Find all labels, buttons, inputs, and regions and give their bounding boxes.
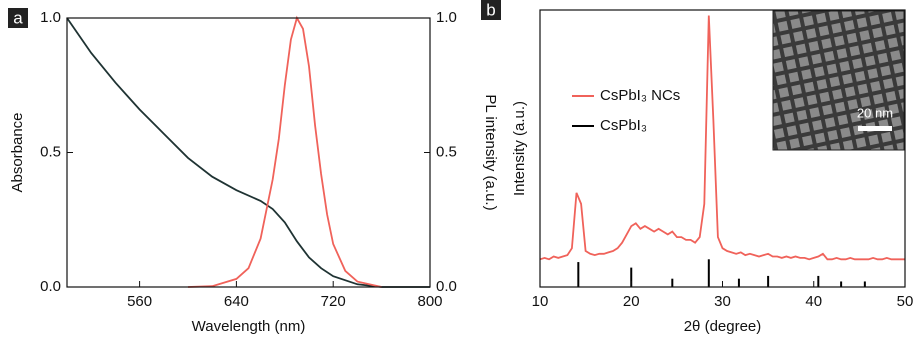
- panel-label: b: [486, 0, 495, 19]
- x-tick-label: 50: [897, 293, 914, 310]
- y2-tick-label: 1.0: [436, 9, 457, 26]
- scale-bar-label: 20 nm: [857, 105, 893, 120]
- y-tick-label: 1.0: [40, 9, 61, 26]
- x-tick-label: 720: [321, 293, 346, 310]
- y-tick-label: 0.0: [40, 278, 61, 295]
- x-tick-label: 560: [127, 293, 152, 310]
- data-line: [67, 18, 430, 287]
- legend-label: CsPbI₃: [600, 117, 647, 134]
- x-tick-label: 20: [623, 293, 640, 310]
- legend-label: CsPbI₃ NCs: [600, 87, 680, 104]
- y-axis-label: Intensity (a.u.): [511, 101, 528, 196]
- x-axis-label: 2θ (degree): [684, 318, 762, 335]
- y2-tick-label: 0.5: [436, 143, 457, 160]
- x-tick-label: 640: [224, 293, 249, 310]
- figure: 20 nm 5606407208000.00.51.00.00.51.0Wave…: [0, 0, 920, 345]
- x-tick-label: 40: [805, 293, 822, 310]
- x-tick-label: 10: [532, 293, 549, 310]
- y2-axis-label: PL intensity (a.u.): [482, 94, 499, 210]
- panel-label: a: [13, 8, 23, 27]
- y-axis-label: Absorbance: [9, 112, 26, 192]
- inset-image: [773, 11, 904, 150]
- x-axis-label: Wavelength (nm): [192, 318, 306, 335]
- x-tick-label: 30: [714, 293, 731, 310]
- y-tick-label: 0.5: [40, 143, 61, 160]
- data-line: [188, 18, 382, 287]
- y2-tick-label: 0.0: [436, 278, 457, 295]
- plot-frame: [67, 18, 430, 287]
- x-tick-label: 800: [417, 293, 442, 310]
